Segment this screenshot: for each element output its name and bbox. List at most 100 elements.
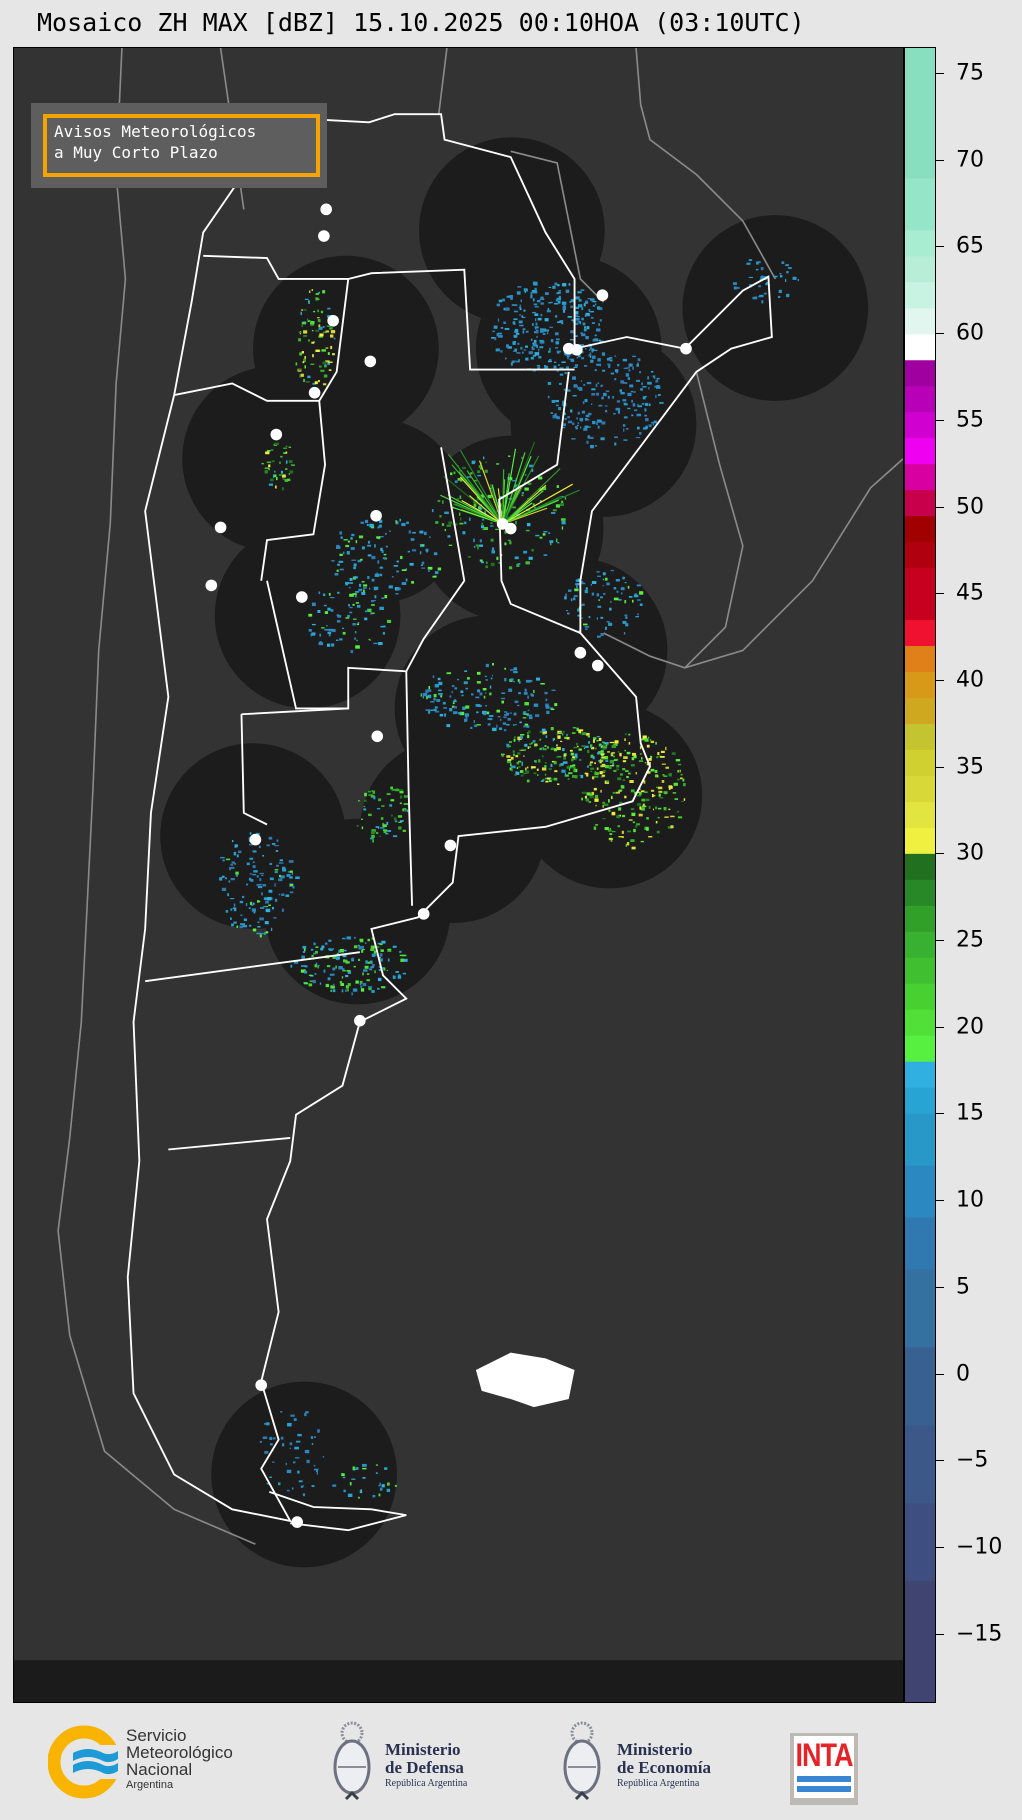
radar-echo xyxy=(298,1480,303,1483)
radar-echo xyxy=(477,689,481,693)
radar-echo xyxy=(752,296,757,300)
colorbar-segment xyxy=(905,1061,935,1088)
radar-echo xyxy=(397,815,403,818)
radar-echo xyxy=(302,951,306,953)
radar-echo xyxy=(558,731,562,734)
radar-echo xyxy=(659,402,664,404)
colorbar-segment xyxy=(905,281,935,309)
radar-echo xyxy=(433,693,437,698)
radar-echo xyxy=(622,424,626,427)
colorbar-tick-label: 0 xyxy=(956,1361,970,1387)
radar-echo xyxy=(593,826,597,830)
radar-echo xyxy=(570,299,575,303)
radar-echo xyxy=(313,1464,316,1467)
radar-echo xyxy=(591,746,595,750)
radar-echo xyxy=(637,358,641,362)
radar-echo xyxy=(544,762,547,764)
radar-echo xyxy=(614,369,619,373)
radar-echo xyxy=(328,948,332,951)
radar-echo xyxy=(453,706,457,709)
radar-echo xyxy=(566,766,569,769)
radar-echo xyxy=(275,476,278,481)
radar-echo xyxy=(523,711,527,713)
radar-echo xyxy=(580,380,583,382)
legend-line-1: Avisos Meteorológicos xyxy=(54,122,257,141)
radar-echo xyxy=(563,412,566,416)
radar-echo xyxy=(484,510,486,514)
colorbar-segment xyxy=(905,1217,935,1270)
radar-echo xyxy=(545,703,549,707)
radar-echo xyxy=(524,713,529,715)
radar-echo xyxy=(618,836,623,838)
radar-echo xyxy=(454,480,458,484)
radar-echo xyxy=(663,791,668,794)
radar-echo xyxy=(421,567,426,569)
radar-echo xyxy=(452,702,455,705)
radar-echo xyxy=(615,407,621,411)
radar-echo xyxy=(274,869,279,871)
radar-echo xyxy=(518,692,521,695)
radar-echo xyxy=(434,710,440,713)
radar-echo xyxy=(608,837,612,840)
radar-echo xyxy=(367,790,371,793)
radar-echo xyxy=(379,1487,383,1491)
radar-echo xyxy=(395,521,399,525)
radar-echo xyxy=(748,259,753,262)
radar-echo xyxy=(436,699,441,702)
radar-echo xyxy=(351,559,357,561)
radar-echo xyxy=(535,318,537,322)
radar-echo xyxy=(304,970,308,974)
radar-echo xyxy=(680,773,683,776)
radar-echo xyxy=(645,798,650,802)
radar-echo xyxy=(579,321,582,325)
radar-echo xyxy=(579,732,582,735)
radar-echo xyxy=(562,730,565,733)
radar-echo xyxy=(557,292,561,294)
radar-echo xyxy=(580,582,586,585)
radar-echo xyxy=(572,764,576,767)
radar-echo xyxy=(367,986,373,988)
radar-echo xyxy=(249,901,253,906)
radar-echo xyxy=(591,592,595,596)
radar-echo xyxy=(384,594,388,599)
radar-echo xyxy=(577,578,580,582)
radar-echo xyxy=(543,554,548,556)
radar-echo xyxy=(327,643,330,647)
radar-echo xyxy=(656,830,660,834)
map-canvas xyxy=(14,48,903,1702)
radar-mosaic-map: Avisos Meteorológicos a Muy Corto Plazo xyxy=(13,47,904,1703)
radar-echo xyxy=(608,809,611,812)
radar-echo xyxy=(540,683,545,685)
colorbar-segment xyxy=(905,879,935,906)
radar-echo xyxy=(539,298,542,300)
radar-echo xyxy=(367,961,371,964)
radar-echo xyxy=(304,982,309,985)
radar-echo xyxy=(360,985,363,988)
radar-echo xyxy=(473,479,478,482)
radar-echo xyxy=(525,330,529,333)
radar-echo xyxy=(355,595,357,598)
radar-echo xyxy=(465,715,468,719)
legend-label: Avisos Meteorológicos a Muy Corto Plazo xyxy=(43,114,320,177)
radar-echo xyxy=(484,692,487,694)
radar-echo xyxy=(378,798,382,802)
radar-echo xyxy=(449,707,453,712)
colorbar-segment xyxy=(905,359,935,387)
radar-echo xyxy=(356,639,358,642)
radar-echo xyxy=(380,949,384,952)
radar-echo xyxy=(552,285,556,289)
radar-echo xyxy=(552,509,557,512)
radar-echo xyxy=(623,367,628,370)
radar-echo xyxy=(278,874,281,878)
colorbar-tick-label: 60 xyxy=(956,320,984,346)
radar-echo xyxy=(496,724,498,728)
radar-echo xyxy=(568,772,573,775)
radar-echo xyxy=(541,298,545,300)
radar-echo xyxy=(508,688,513,692)
radar-echo xyxy=(660,756,665,758)
radar-echo xyxy=(399,518,402,522)
radar-echo xyxy=(616,400,621,403)
radar-echo xyxy=(392,945,397,948)
radar-echo xyxy=(370,960,373,964)
radar-echo xyxy=(348,604,350,607)
